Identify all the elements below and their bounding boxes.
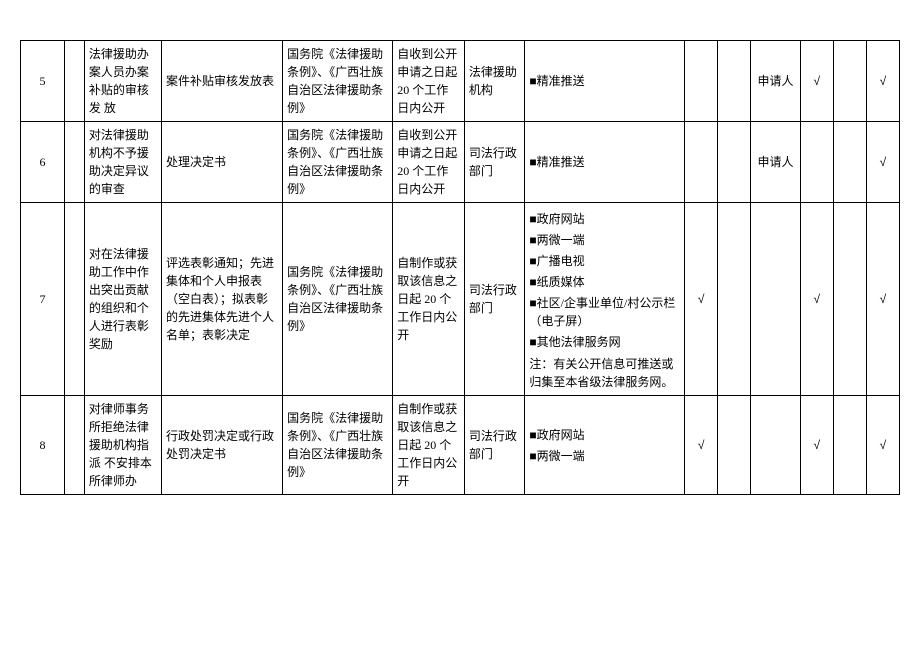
channel-cell: ■精准推送 (525, 41, 685, 122)
channel-item: ■两微一端 (529, 447, 680, 465)
basis-cell: 国务院《法律援助条例》、《广西壮族自治区法律援助条例》 (283, 396, 393, 495)
check-col-1: √ (685, 396, 718, 495)
channel-item: ■政府网站 (529, 426, 680, 444)
check-col-4 (833, 203, 866, 396)
check-col-2 (718, 122, 751, 203)
row-index: 7 (21, 203, 65, 396)
check-col-5: √ (866, 203, 899, 396)
channel-cell: ■精准推送 (525, 122, 685, 203)
time-cell: 自制作或获取该信息之日起 20 个工作日内公开 (393, 203, 465, 396)
table-body: 5法律援助办案人员办案补贴的审核发 放案件补贴审核发放表国务院《法律援助条例》、… (21, 41, 900, 495)
check-col-2 (718, 396, 751, 495)
table-row: 8对律师事务所拒绝法律援助机构指派 不安排本所律师办行政处罚决定或行政处罚决定书… (21, 396, 900, 495)
channel-item: ■其他法律服务网 (529, 333, 680, 351)
row-index: 6 (21, 122, 65, 203)
blank-cell (65, 203, 85, 396)
check-col-1 (685, 41, 718, 122)
channel-cell: ■政府网站 ■两微一端 (525, 396, 685, 495)
check-col-3: √ (800, 203, 833, 396)
channel-item: ■社区/企事业单位/村公示栏（电子屏） (529, 294, 680, 330)
row-index: 5 (21, 41, 65, 122)
channel-item: ■两微一端 (529, 231, 680, 249)
check-col-1: √ (685, 203, 718, 396)
content-cell: 行政处罚决定或行政处罚决定书 (161, 396, 282, 495)
blank-cell (65, 122, 85, 203)
target-cell (751, 203, 801, 396)
subject-cell: 法律援助机构 (464, 41, 525, 122)
content-cell: 评选表彰通知；先进集体和个人申报表（空白表）；拟表彰的先进集体先进个人名单；表彰… (161, 203, 282, 396)
blank-cell (65, 396, 85, 495)
check-col-3 (800, 122, 833, 203)
subject-cell: 司法行政部门 (464, 203, 525, 396)
subject-cell: 司法行政部门 (464, 396, 525, 495)
basis-cell: 国务院《法律援助条例》、《广西壮族自治区法律援助条例》 (283, 41, 393, 122)
check-col-5: √ (866, 396, 899, 495)
channel-item: ■精准推送 (529, 72, 680, 90)
channel-item: ■广播电视 (529, 252, 680, 270)
check-col-2 (718, 203, 751, 396)
channel-item: ■政府网站 (529, 210, 680, 228)
check-col-5: √ (866, 122, 899, 203)
blank-cell (65, 41, 85, 122)
check-col-3: √ (800, 41, 833, 122)
target-cell: 申请人 (751, 41, 801, 122)
matter-cell: 法律援助办案人员办案补贴的审核发 放 (84, 41, 161, 122)
time-cell: 自收到公开申请之日起20 个工作日内公开 (393, 122, 465, 203)
subject-cell: 司法行政部门 (464, 122, 525, 203)
matter-cell: 对律师事务所拒绝法律援助机构指派 不安排本所律师办 (84, 396, 161, 495)
check-col-4 (833, 41, 866, 122)
row-index: 8 (21, 396, 65, 495)
table-row: 6对法律援助机构不予援助决定异议的审查处理决定书国务院《法律援助条例》、《广西壮… (21, 122, 900, 203)
channel-item: ■纸质媒体 (529, 273, 680, 291)
channel-item: ■精准推送 (529, 153, 680, 171)
basis-cell: 国务院《法律援助条例》、《广西壮族自治区法律援助条例》 (283, 122, 393, 203)
target-cell (751, 396, 801, 495)
matter-cell: 对法律援助机构不予援助决定异议的审查 (84, 122, 161, 203)
check-col-1 (685, 122, 718, 203)
check-col-5: √ (866, 41, 899, 122)
basis-cell: 国务院《法律援助条例》、《广西壮族自治区法律援助条例》 (283, 203, 393, 396)
time-cell: 自制作或获取该信息之日起 20 个工作日内公开 (393, 396, 465, 495)
channel-note: 注：有关公开信息可推送或归集至本省级法律服务网。 (529, 355, 680, 391)
disclosure-table: 5法律援助办案人员办案补贴的审核发 放案件补贴审核发放表国务院《法律援助条例》、… (20, 40, 900, 495)
matter-cell: 对在法律援助工作中作出突出贡献的组织和个人进行表彰奖励 (84, 203, 161, 396)
check-col-4 (833, 122, 866, 203)
target-cell: 申请人 (751, 122, 801, 203)
channel-cell: ■政府网站 ■两微一端 ■广播电视 ■纸质媒体 ■社区/企事业单位/村公示栏（电子屏） ■… (525, 203, 685, 396)
check-col-4 (833, 396, 866, 495)
table-row: 7对在法律援助工作中作出突出贡献的组织和个人进行表彰奖励评选表彰通知；先进集体和… (21, 203, 900, 396)
content-cell: 处理决定书 (161, 122, 282, 203)
content-cell: 案件补贴审核发放表 (161, 41, 282, 122)
table-row: 5法律援助办案人员办案补贴的审核发 放案件补贴审核发放表国务院《法律援助条例》、… (21, 41, 900, 122)
check-col-2 (718, 41, 751, 122)
check-col-3: √ (800, 396, 833, 495)
time-cell: 自收到公开申请之日起20 个工作日内公开 (393, 41, 465, 122)
